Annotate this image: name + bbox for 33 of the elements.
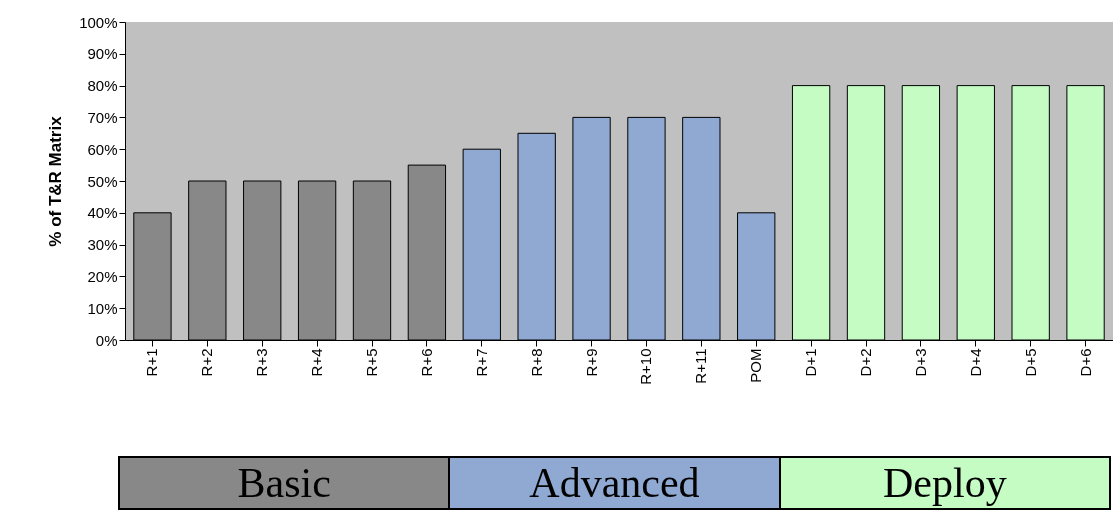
y-tick-label: 10% <box>87 299 118 317</box>
text: Deploy <box>780 458 1109 508</box>
x-tick-label: D+1 <box>802 348 820 377</box>
x-tick-label: R+7 <box>472 348 490 377</box>
y-axis-title: % of T&R Matrix <box>46 115 66 247</box>
x-tick-label: D+6 <box>1076 348 1094 377</box>
x-tick-label: R+4 <box>308 348 326 377</box>
x-tick-label: R+1 <box>143 348 161 377</box>
y-tick-label: 30% <box>87 236 118 254</box>
x-tick-label: D+4 <box>966 348 984 377</box>
x-tick-label: R+2 <box>198 348 216 377</box>
x-tick-label: R+3 <box>253 348 271 377</box>
legend-label: Advanced <box>450 458 781 508</box>
x-tick-label: R+5 <box>363 348 380 377</box>
y-tick-label: 60% <box>87 140 118 158</box>
y-tick-label: 20% <box>87 267 118 285</box>
y-tick-label: 90% <box>87 45 118 63</box>
x-tick-label: D+2 <box>857 348 874 377</box>
y-tick-label: 70% <box>87 108 118 126</box>
x-tick-label: D+3 <box>911 348 929 377</box>
y-tick-label: 80% <box>87 77 118 95</box>
y-tick-label: 40% <box>87 204 118 222</box>
y-tick-label: 50% <box>87 172 118 190</box>
text: Basic <box>120 458 451 508</box>
x-tick-label: R+9 <box>582 348 600 377</box>
x-tick-label: R+6 <box>417 348 435 377</box>
x-tick-label: D+5 <box>1021 348 1039 377</box>
y-tick-label: 100% <box>79 13 118 31</box>
x-tick-label: POM <box>747 348 765 383</box>
x-tick-label: R+11 <box>692 348 710 384</box>
y-tick-label: 0% <box>95 331 118 349</box>
x-tick-label: R+10 <box>637 348 655 385</box>
x-tick-label: R+8 <box>527 348 545 377</box>
